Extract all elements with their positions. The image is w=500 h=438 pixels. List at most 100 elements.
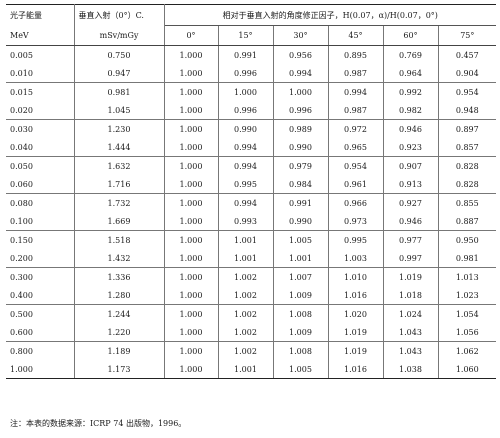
table-row: 0.010 0.947 1.000 0.996 0.994 0.987 0.964 0.904 <box>6 64 497 83</box>
conversion-coefficient-table: 光子能量 垂直入射（0°）C. 相对于垂直入射的角度修正因子，H(0.07，α)… <box>6 4 497 379</box>
ratio-cell: 1.009 <box>273 286 329 305</box>
ratio-cell: 1.000 <box>164 45 219 64</box>
ratio-cell: 0.972 <box>328 119 384 138</box>
ratio-cell: 1.019 <box>383 267 439 286</box>
ratio-cell: 1.005 <box>273 360 329 379</box>
ratio-cell: 0.993 <box>218 212 274 231</box>
ratio-cell: 1.000 <box>218 82 274 101</box>
ratio-cell: 0.954 <box>455 87 479 97</box>
ratio-cell: 1.000 <box>164 286 219 305</box>
ratio-cell: 0.996 <box>218 64 274 83</box>
ratio-cell: 0.904 <box>438 64 497 83</box>
table-body: 0.005 0.750 1.000 0.991 0.956 0.895 0.769 0.457… <box>6 45 497 379</box>
table-row: 0.100 1.669 1.000 0.993 0.990 0.973 0.946 0.887 <box>6 212 497 231</box>
ratio-cell: 0.994 <box>273 64 329 83</box>
table-row: 0.500 1.244 1.000 1.002 1.008 1.020 1.024 1.054 <box>6 304 496 323</box>
ratio-cell: 1.000 <box>164 230 219 249</box>
energy-cell: 0.400 <box>6 286 75 305</box>
energy-cell: 0.600 <box>6 323 75 342</box>
header-normal-incidence: 垂直入射（0°）C. <box>74 4 165 26</box>
ratio-cell: 0.992 <box>383 82 439 101</box>
coefficient-cell: 0.947 <box>74 64 165 83</box>
ratio-cell: 0.994 <box>218 193 274 212</box>
ratio-cell: 1.008 <box>273 304 329 323</box>
ratio-cell: 1.020 <box>328 304 384 323</box>
ratio-cell: 1.018 <box>383 286 439 305</box>
ratio-cell: 1.043 <box>383 341 439 360</box>
coefficient-cell: 0.750 <box>74 45 165 64</box>
ratio-cell: 0.990 <box>218 119 274 138</box>
ratio-cell: 1.002 <box>218 267 274 286</box>
ratio-cell: 1.003 <box>328 249 384 268</box>
ratio-cell: 0.923 <box>383 138 439 157</box>
ratio-cell: 0.828 <box>455 161 479 171</box>
table-row: 0.300 1.336 1.000 1.002 1.007 1.010 1.019 1.013 <box>6 267 496 286</box>
ratio-cell: 1.000 <box>164 119 219 138</box>
ratio-cell: 1.002 <box>218 286 274 305</box>
coefficient-cell: 1.716 <box>74 175 165 194</box>
ratio-cell: 1.060 <box>438 360 497 379</box>
ratio-cell: 1.062 <box>455 346 479 356</box>
table-row: 0.030 1.230 1.000 0.990 0.989 0.972 0.946 0.897 <box>6 119 496 138</box>
ratio-cell: 0.996 <box>218 101 274 120</box>
ratio-cell: 0.977 <box>383 230 439 249</box>
ratio-cell: 0.950 <box>455 235 479 245</box>
ratio-cell: 1.007 <box>273 267 329 286</box>
ratio-cell: 0.887 <box>438 212 497 231</box>
ratio-cell: 1.023 <box>438 286 497 305</box>
ratio-cell: 0.457 <box>455 50 479 60</box>
coefficient-cell: 1.336 <box>74 267 165 286</box>
header-angle-30: 30° <box>273 25 329 46</box>
ratio-cell: 1.016 <box>328 286 384 305</box>
ratio-cell: 1.038 <box>383 360 439 379</box>
ratio-cell: 1.000 <box>164 341 219 360</box>
energy-cell: 0.030 <box>6 119 75 138</box>
ratio-cell: 1.019 <box>328 341 384 360</box>
coefficient-cell: 1.432 <box>74 249 165 268</box>
ratio-cell: 0.989 <box>273 119 329 138</box>
ratio-cell: 0.995 <box>218 175 274 194</box>
energy-cell: 0.150 <box>6 230 75 249</box>
ratio-cell: 1.000 <box>164 138 219 157</box>
ratio-cell: 1.008 <box>273 341 329 360</box>
ratio-cell: 0.979 <box>273 156 329 175</box>
table-row: 0.800 1.189 1.000 1.002 1.008 1.019 1.043 1.062 <box>6 341 496 360</box>
ratio-cell: 0.855 <box>455 198 479 208</box>
ratio-cell: 1.000 <box>164 175 219 194</box>
ratio-cell: 0.907 <box>383 156 439 175</box>
ratio-cell: 0.991 <box>273 193 329 212</box>
table-row: 0.600 1.220 1.000 1.002 1.009 1.019 1.043 1.056 <box>6 323 497 342</box>
ratio-cell: 0.897 <box>455 124 479 134</box>
ratio-cell: 1.000 <box>164 304 219 323</box>
ratio-cell: 1.013 <box>455 272 479 282</box>
ratio-cell: 0.946 <box>383 119 439 138</box>
energy-cell: 0.010 <box>6 64 75 83</box>
ratio-cell: 0.965 <box>328 138 384 157</box>
coefficient-cell: 1.244 <box>74 304 165 323</box>
ratio-cell: 0.987 <box>328 101 384 120</box>
ratio-cell: 1.016 <box>328 360 384 379</box>
ratio-cell: 0.927 <box>383 193 439 212</box>
table-row: 0.020 1.045 1.000 0.996 0.996 0.987 0.982 0.948 <box>6 101 497 120</box>
ratio-cell: 1.001 <box>273 249 329 268</box>
ratio-cell: 1.000 <box>164 323 219 342</box>
ratio-cell: 1.001 <box>218 360 274 379</box>
coefficient-cell: 1.518 <box>74 230 165 249</box>
coefficient-cell: 1.189 <box>74 341 165 360</box>
table-row: 0.150 1.518 1.000 1.001 1.005 0.995 0.977 0.950 <box>6 230 496 249</box>
energy-cell: 1.000 <box>6 360 75 379</box>
coefficient-cell: 1.280 <box>74 286 165 305</box>
ratio-cell: 1.000 <box>164 193 219 212</box>
energy-cell: 0.800 <box>6 341 75 360</box>
header-angle-0: 0° <box>164 25 219 46</box>
ratio-cell: 0.991 <box>218 45 274 64</box>
table-row: 0.050 1.632 1.000 0.994 0.979 0.954 0.907 0.828 <box>6 156 496 175</box>
table-note: 注：本表的数据来源：ICRP 74 出版物，1996。 <box>10 419 187 428</box>
ratio-cell: 1.002 <box>218 341 274 360</box>
table-row: 1.000 1.173 1.000 1.001 1.005 1.016 1.038 1.060 <box>6 360 497 379</box>
table-row: 0.005 0.750 1.000 0.991 0.956 0.895 0.769 0.457 <box>6 45 496 64</box>
table-row: 0.400 1.280 1.000 1.002 1.009 1.016 1.018 1.023 <box>6 286 497 305</box>
energy-cell: 0.050 <box>6 156 75 175</box>
energy-cell: 0.100 <box>6 212 75 231</box>
ratio-cell: 1.005 <box>273 230 329 249</box>
